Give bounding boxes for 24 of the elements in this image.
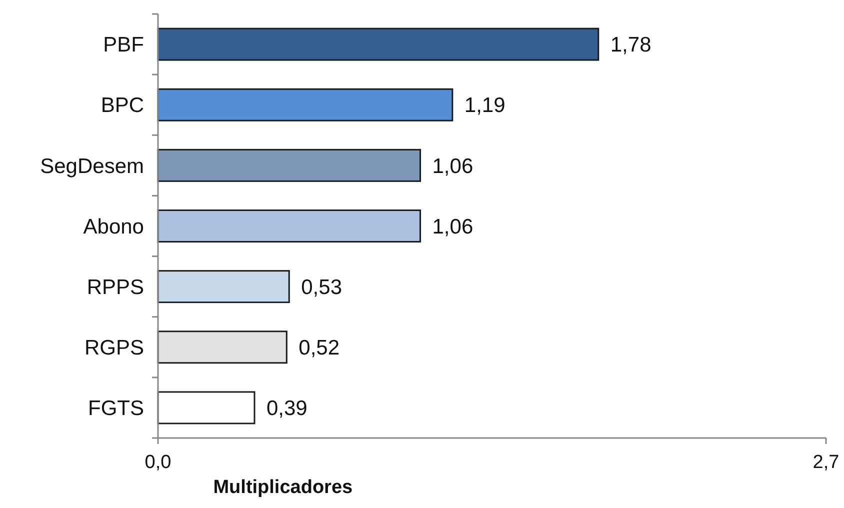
bar [157,210,421,242]
y-tick-label: BPC [100,94,144,118]
y-tick-label: FGTS [88,397,144,420]
x-tick-label: 2,7 [812,452,840,473]
data-label: 1,78 [610,34,652,57]
bar [157,391,256,424]
y-tick-label: SegDesem [40,154,144,178]
y-tick-label: PBF [103,34,144,57]
data-label: 0,52 [298,336,340,360]
bar [157,148,421,182]
y-tick-label: RPPS [86,276,144,299]
bar [157,270,290,304]
bar [157,28,600,61]
bar [157,88,454,122]
x-axis-title: Multiplicadores [213,477,353,498]
data-label: 1,06 [432,215,474,238]
bar [157,330,288,364]
data-label: 1,06 [432,154,474,178]
y-tick-label: RGPS [84,336,144,360]
x-tick-label: 0,0 [144,452,172,473]
data-label: 1,19 [464,94,506,118]
data-label: 0,39 [266,397,308,420]
y-tick-label: Abono [83,215,144,238]
data-label: 0,53 [301,276,342,299]
